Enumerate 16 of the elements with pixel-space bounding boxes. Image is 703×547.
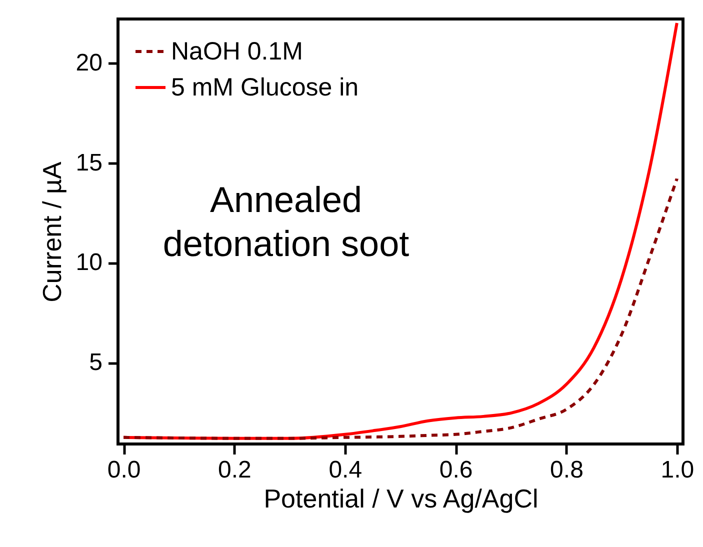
y-tick-label: 10 xyxy=(76,249,102,276)
x-tick-label: 0.0 xyxy=(107,456,141,484)
x-tick-label: 0.8 xyxy=(550,456,584,484)
legend-label: NaOH 0.1M xyxy=(171,38,303,66)
y-tick-label: 15 xyxy=(76,149,102,176)
x-tick-label: 0.2 xyxy=(218,456,252,484)
x-tick-label: 0.4 xyxy=(328,456,362,484)
annotation: Annealed detonation soot xyxy=(162,179,410,264)
x-axis-title: Potential / V vs Ag/AgCl xyxy=(264,484,538,514)
y-tick-label: 5 xyxy=(89,349,102,376)
y-tick-label: 20 xyxy=(76,49,102,76)
x-tick-label: 0.6 xyxy=(439,456,473,484)
legend-label: 5 mM Glucose in xyxy=(171,74,359,102)
line-series xyxy=(122,177,678,440)
y-axis-title: Current / µA xyxy=(36,161,67,302)
x-tick-label: 1.0 xyxy=(660,456,694,484)
